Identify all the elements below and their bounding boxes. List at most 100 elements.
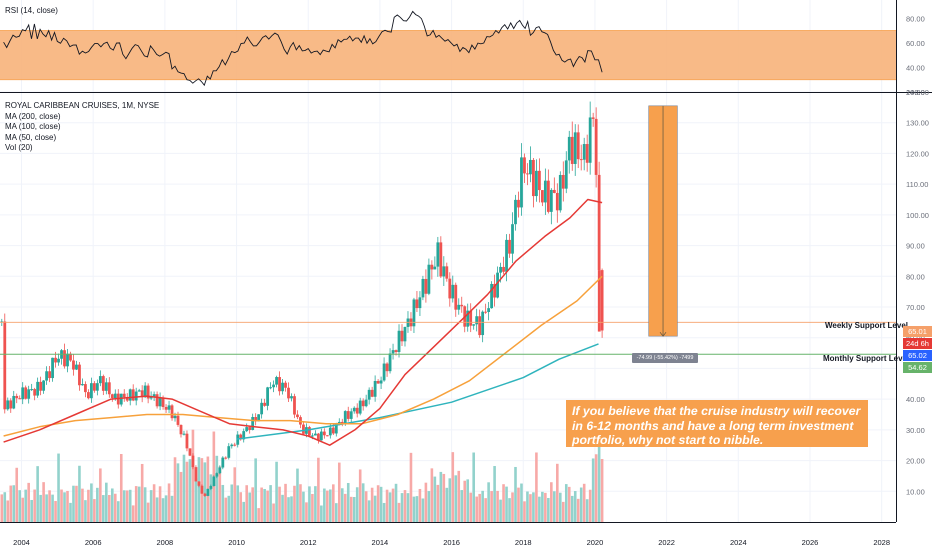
candle-body <box>427 264 431 294</box>
volume-bar <box>445 487 449 522</box>
candle-body <box>33 389 37 396</box>
volume-bar <box>349 496 353 522</box>
volume-bar <box>421 498 425 522</box>
volume-bar <box>460 490 464 522</box>
candle-body <box>573 132 577 164</box>
y-tick-label: 140.00 <box>906 88 929 97</box>
y-tick-label: 100.00 <box>906 211 929 220</box>
volume-bar <box>564 484 568 522</box>
volume-bar <box>78 465 81 522</box>
candle-body <box>140 390 144 398</box>
volume-bar <box>248 492 251 522</box>
candle-body <box>209 486 213 489</box>
candle-body <box>149 396 153 399</box>
candle-body <box>155 394 159 407</box>
candle-body <box>370 389 374 397</box>
volume-bar <box>520 483 523 522</box>
weekly-support-label: Weekly Support Level <box>825 321 908 330</box>
volume-bar <box>478 493 481 522</box>
volume-bar <box>323 488 326 522</box>
volume-bar <box>364 491 368 522</box>
candle-body <box>355 407 359 414</box>
volume-bar <box>209 474 213 522</box>
volume-bar <box>499 499 502 522</box>
candle-body <box>397 330 401 353</box>
volume-bar <box>242 501 246 522</box>
candle-body <box>269 387 272 389</box>
main-title: ROYAL CARIBBEAN CRUISES, 1M, NYSE <box>5 101 160 110</box>
candle-body <box>245 427 249 432</box>
volume-bar <box>550 482 553 522</box>
candle-body <box>382 363 386 381</box>
candle-body <box>394 350 398 353</box>
volume-bar <box>400 493 404 522</box>
candle-body <box>555 192 559 211</box>
candle-body <box>15 395 19 399</box>
volume-bar <box>9 485 13 522</box>
volume-bar <box>382 502 386 522</box>
rsi-line <box>3 10 603 87</box>
y-tick-label: 10.00 <box>906 487 925 496</box>
candle-body <box>176 415 180 425</box>
candle-body <box>24 387 28 399</box>
candle-body <box>293 396 296 415</box>
candle-body <box>84 384 87 393</box>
volume-bar <box>134 486 138 522</box>
volume-bar <box>570 495 574 522</box>
volume-bar <box>272 503 275 522</box>
volume-bar <box>466 479 470 522</box>
volume-bar <box>579 487 583 522</box>
volume-bar <box>137 486 141 522</box>
candle-body <box>523 157 526 174</box>
candle-body <box>433 266 437 270</box>
candle-body <box>48 371 51 379</box>
volume-bar <box>39 494 42 522</box>
candle-body <box>95 383 99 391</box>
candle-body <box>66 353 69 367</box>
volume-bar <box>317 457 320 522</box>
volume-bar <box>361 483 365 522</box>
volume-bar <box>227 495 231 522</box>
candle-body <box>436 242 440 267</box>
candle-body <box>421 278 425 298</box>
volume-bar <box>415 496 419 522</box>
candle-body <box>98 376 102 384</box>
weekly-price-box: 65.01 <box>903 326 932 337</box>
candle-body <box>337 421 341 424</box>
rsi-legend: RSI (14, close) <box>5 6 58 17</box>
volume-bar <box>48 490 51 522</box>
candle-body <box>311 435 314 437</box>
candle-body <box>451 284 455 299</box>
candle-body <box>346 411 350 419</box>
candle-body <box>543 180 547 203</box>
volume-bar <box>412 496 416 522</box>
x-tick-label: 2022 <box>658 538 675 547</box>
candle-body <box>558 174 562 211</box>
volume-bar <box>60 489 63 522</box>
candle-body <box>454 284 458 310</box>
candle-body <box>194 467 198 482</box>
volume-bar <box>451 452 455 522</box>
candle-body <box>239 434 243 440</box>
volume-bar <box>436 484 440 522</box>
candle-body <box>54 357 57 363</box>
volume-bar <box>553 491 556 522</box>
volume-bar <box>15 467 19 522</box>
y-tick-label: 110.00 <box>906 180 928 189</box>
candle-body <box>499 266 502 273</box>
volume-bar <box>63 492 66 522</box>
candle-body <box>445 266 449 279</box>
candle-body <box>475 316 479 325</box>
candle-body <box>173 415 177 419</box>
candle-body <box>358 400 362 414</box>
volume-bar <box>218 466 222 522</box>
volume-bar <box>93 499 96 522</box>
candle-body <box>51 357 54 379</box>
candle-body <box>200 485 204 494</box>
volume-bar <box>102 495 105 522</box>
volume-bar <box>12 485 16 522</box>
volume-bar <box>24 489 27 522</box>
y-tick-label: 30.00 <box>906 426 925 435</box>
volume-bar <box>576 498 580 522</box>
volume-bar <box>251 487 254 522</box>
